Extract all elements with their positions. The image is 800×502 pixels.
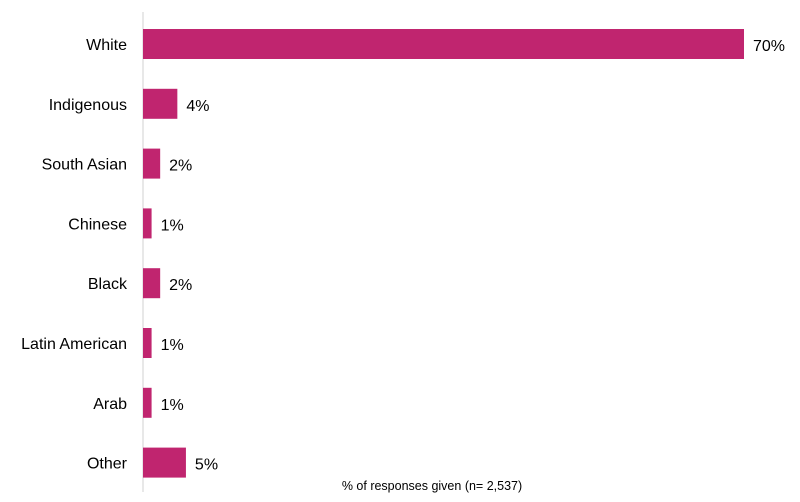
category-label-south-asian: South Asian [42, 157, 127, 174]
value-label-latin-american: 1% [161, 337, 184, 354]
value-label-white: 70% [753, 38, 785, 55]
value-label-chinese: 1% [161, 217, 184, 234]
value-label-indigenous: 4% [186, 98, 209, 115]
value-labels-group: 70% 4% 2% 1% 2% 1% 1% 5% [161, 38, 785, 474]
bars-group [143, 29, 744, 478]
bar-black [143, 268, 161, 299]
category-label-arab: Arab [93, 396, 127, 413]
category-label-white: White [86, 37, 127, 54]
value-label-other: 5% [195, 457, 218, 474]
bar-arab [143, 387, 152, 418]
value-label-south-asian: 2% [169, 158, 192, 175]
bar-latin-american [143, 328, 152, 358]
category-labels-group: White Indigenous South Asian Chinese Black La… [21, 37, 128, 473]
category-label-indigenous: Indigenous [49, 97, 127, 114]
bar-white [143, 29, 744, 59]
bar-other [143, 447, 186, 478]
value-label-black: 2% [169, 277, 192, 294]
category-label-latin-american: Latin American [21, 336, 127, 353]
bar-indigenous [143, 88, 178, 119]
value-label-arab: 1% [161, 397, 184, 414]
category-label-other: Other [87, 456, 128, 473]
category-label-black: Black [88, 276, 128, 293]
x-axis-label: % of responses given (n= 2,537) [342, 479, 522, 493]
bar-south-asian [143, 148, 161, 179]
category-label-chinese: Chinese [68, 216, 127, 233]
bar-chinese [143, 208, 152, 239]
